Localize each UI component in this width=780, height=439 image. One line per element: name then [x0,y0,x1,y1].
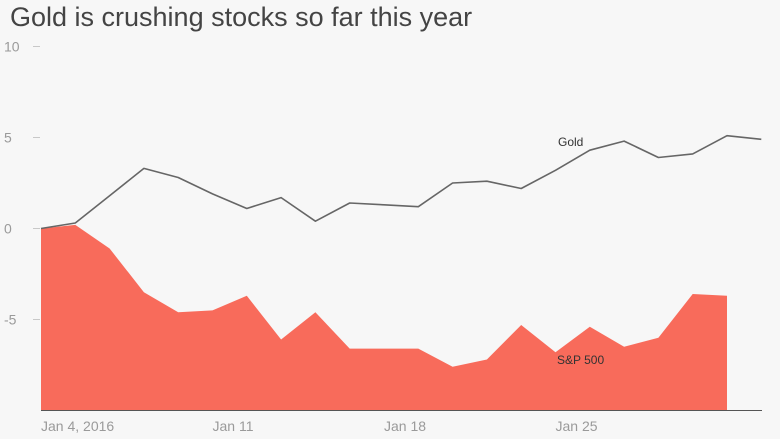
x-tick-label: Jan 18 [384,418,426,434]
line-layer [40,134,762,230]
y-tick-label: 0 [4,221,12,237]
y-tick-label: 10 [4,39,20,55]
chart-title: Gold is crushing stocks so far this year [10,2,473,32]
area-layer [41,224,727,410]
axis-layer: 10 5 0 -5 Jan 4, 2016 Jan 11 Jan 18 Jan 25 [4,39,762,434]
x-tick-label: Jan 25 [556,418,598,434]
x-tick-label: Jan 4, 2016 [41,418,114,434]
y-tick-label: 5 [4,130,12,146]
series-line-gold [40,134,762,230]
x-tick-label: Jan 11 [213,418,254,434]
label-layer: Gold S&P 500 [557,135,604,367]
series-label-gold: Gold [558,135,583,149]
y-tick-label: -5 [4,312,17,328]
series-area-s-p-500 [41,224,727,410]
series-label-s-p-500: S&P 500 [557,353,604,367]
